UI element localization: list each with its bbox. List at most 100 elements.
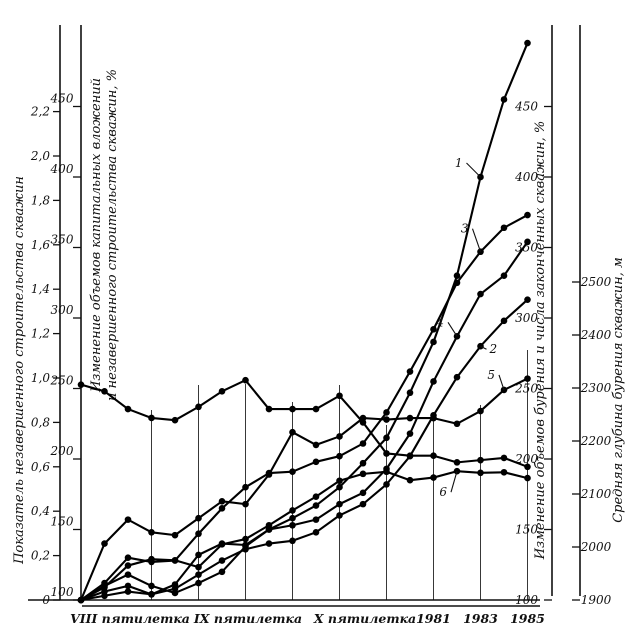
data-point-series-6 <box>312 493 320 500</box>
data-point-series-6 <box>242 535 249 543</box>
data-point-series-4 <box>289 521 296 529</box>
data-point-ratio <box>77 381 85 388</box>
data-point-series-6 <box>383 468 390 476</box>
y1-tick-label: 1,6 <box>31 238 50 252</box>
data-point-series-6 <box>77 596 85 604</box>
data-point-series-5 <box>453 420 461 428</box>
data-point-ratio <box>101 388 108 395</box>
data-point-series-3 <box>383 409 390 416</box>
y4-tick-label: 2300 <box>580 381 612 395</box>
y1-tick-label: 0,6 <box>31 460 50 474</box>
data-point-series-4 <box>406 430 414 437</box>
data-point-series-1 <box>218 568 226 576</box>
data-point-series-1 <box>406 389 414 397</box>
data-point-ratio <box>359 419 367 426</box>
data-point-series-3 <box>242 483 249 491</box>
data-point-series-5 <box>406 414 414 422</box>
data-point-series-3 <box>336 452 343 460</box>
data-point-series-4 <box>124 582 132 590</box>
y3-tick-label: 200 <box>514 452 538 466</box>
y2-tick-label: 200 <box>50 444 74 458</box>
data-point-series-4 <box>148 591 155 598</box>
series-line-series-5 <box>80 377 528 601</box>
data-point-series-6 <box>477 469 484 477</box>
data-point-series-3 <box>218 505 226 512</box>
data-point-series-6 <box>430 474 437 481</box>
data-point-series-2 <box>524 296 531 303</box>
data-point-ratio <box>124 405 132 413</box>
data-point-series-4 <box>500 272 508 280</box>
data-point-series-3 <box>430 325 437 333</box>
series-line-series-2 <box>80 298 529 602</box>
data-point-series-5 <box>218 498 226 505</box>
data-point-series-2 <box>500 317 508 325</box>
series-label-3: 3 <box>461 222 469 236</box>
data-point-series-5 <box>524 375 531 382</box>
data-point-series-3 <box>406 368 414 375</box>
data-point-ratio <box>148 414 155 422</box>
y3-tick-label: 450 <box>514 100 538 114</box>
data-point-series-2 <box>265 540 273 547</box>
y4-tick-label: 1900 <box>581 593 612 607</box>
y4-tick-label: 2200 <box>580 434 612 448</box>
data-point-series-1 <box>359 459 367 467</box>
y2-axis-title-line2: и незавершенного строительства скважин, … <box>105 69 120 401</box>
data-point-ratio <box>406 452 414 460</box>
data-point-series-6 <box>101 583 108 591</box>
y1-tick-label: 0,8 <box>31 415 50 429</box>
series-label-4: 4 <box>435 315 444 329</box>
series-line-series-4 <box>80 241 529 601</box>
y1-tick-label: 1,0 <box>31 371 50 385</box>
series-label-leader-1 <box>466 162 481 178</box>
y1-tick-label: 0 <box>42 593 50 607</box>
data-point-ratio <box>477 456 484 464</box>
data-point-series-5 <box>312 441 320 449</box>
y4-tick-label: 2400 <box>580 328 612 342</box>
data-point-series-5 <box>383 416 390 423</box>
y3-tick-label: 150 <box>515 523 538 537</box>
data-point-series-6 <box>289 507 296 514</box>
series-line-ratio <box>80 379 528 468</box>
y1-axis-title: Показатель незавершенного строительства … <box>12 176 27 565</box>
series-label-1: 1 <box>455 156 463 170</box>
data-point-ratio <box>430 452 437 460</box>
y1-tick-label: 2,2 <box>30 105 50 119</box>
y1-tick-label: 0,4 <box>31 504 50 518</box>
y2-tick-label: 300 <box>51 303 74 317</box>
y3-tick-label: 400 <box>514 170 538 184</box>
data-point-ratio <box>383 450 390 457</box>
series-label-leader-4 <box>447 322 458 337</box>
data-point-series-3 <box>524 211 531 219</box>
data-point-series-6 <box>148 555 155 563</box>
series-label-5: 5 <box>487 368 495 382</box>
series-label-leader-6 <box>450 471 458 493</box>
y2-tick-label: 400 <box>50 162 74 176</box>
data-point-series-2 <box>453 373 461 381</box>
y3-tick-label: 100 <box>515 593 538 607</box>
data-point-series-6 <box>406 476 414 484</box>
data-point-ratio <box>453 459 461 466</box>
data-point-series-5 <box>148 529 155 536</box>
series-label-2: 2 <box>489 342 498 356</box>
data-point-series-5 <box>242 500 249 508</box>
data-point-series-1 <box>312 502 320 509</box>
data-point-series-6 <box>171 556 179 564</box>
data-point-series-5 <box>124 516 132 523</box>
x-tick-label: IX пятилетка <box>193 611 302 626</box>
y3-tick-label: 300 <box>515 311 538 325</box>
data-point-series-6 <box>524 474 531 482</box>
y4-tick-label: 2100 <box>580 487 612 501</box>
y1-tick-label: 2,0 <box>30 149 50 163</box>
data-point-series-5 <box>289 428 296 436</box>
data-point-series-4 <box>453 333 461 340</box>
data-point-series-1 <box>336 483 343 491</box>
data-point-series-1 <box>148 582 155 590</box>
data-point-ratio <box>312 405 320 413</box>
x-tick-label: 1985 <box>510 611 545 626</box>
y1-tick-label: 1,4 <box>31 282 50 296</box>
y4-axis-title: Средняя глубина бурения скважин, м <box>611 257 626 523</box>
data-point-series-6 <box>359 470 367 478</box>
data-point-series-3 <box>312 458 320 466</box>
data-point-series-4 <box>524 238 531 246</box>
data-point-ratio <box>242 376 249 384</box>
